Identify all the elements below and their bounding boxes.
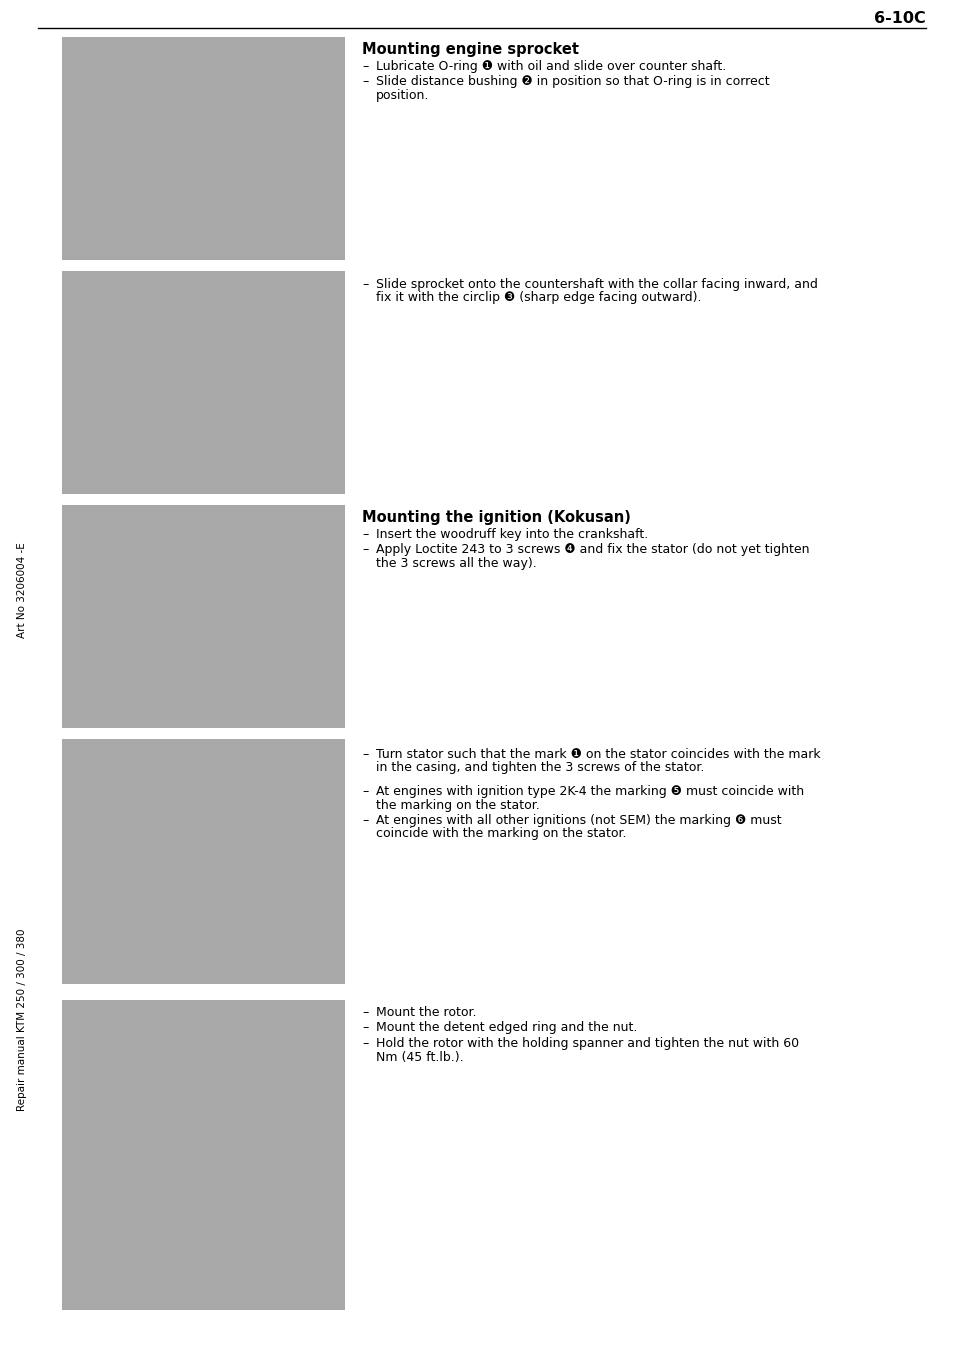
Text: Nm (45 ft.lb.).: Nm (45 ft.lb.). xyxy=(375,1051,463,1063)
Text: position.: position. xyxy=(375,89,429,101)
Text: 6-10C: 6-10C xyxy=(873,11,925,26)
Bar xyxy=(62,505,345,728)
Text: Mount the detent edged ring and the nut.: Mount the detent edged ring and the nut. xyxy=(375,1021,637,1035)
Text: Apply Loctite 243 to 3 screws ❹ and fix the stator (do not yet tighten: Apply Loctite 243 to 3 screws ❹ and fix … xyxy=(375,543,809,557)
Text: fix it with the circlip ❸ (sharp edge facing outward).: fix it with the circlip ❸ (sharp edge fa… xyxy=(375,292,700,304)
Text: Lubricate O-ring ❶ with oil and slide over counter shaft.: Lubricate O-ring ❶ with oil and slide ov… xyxy=(375,59,725,73)
Text: Art No 3206004 -E: Art No 3206004 -E xyxy=(17,542,27,638)
Text: Slide sprocket onto the countershaft with the collar facing inward, and: Slide sprocket onto the countershaft wit… xyxy=(375,278,817,290)
Text: Mount the rotor.: Mount the rotor. xyxy=(375,1006,476,1019)
Bar xyxy=(62,272,345,494)
Text: –: – xyxy=(361,1021,368,1035)
Text: –: – xyxy=(361,543,368,557)
Bar xyxy=(62,739,345,984)
Text: Turn stator such that the mark ❶ on the stator coincides with the mark: Turn stator such that the mark ❶ on the … xyxy=(375,748,820,761)
Text: At engines with ignition type 2K-4 the marking ❺ must coincide with: At engines with ignition type 2K-4 the m… xyxy=(375,785,803,798)
Text: At engines with all other ignitions (not SEM) the marking ❻ must: At engines with all other ignitions (not… xyxy=(375,815,781,827)
Bar xyxy=(62,1000,345,1310)
Bar xyxy=(62,36,345,259)
Text: –: – xyxy=(361,59,368,73)
Text: Hold the rotor with the holding spanner and tighten the nut with 60: Hold the rotor with the holding spanner … xyxy=(375,1038,799,1050)
Text: coincide with the marking on the stator.: coincide with the marking on the stator. xyxy=(375,828,626,840)
Text: –: – xyxy=(361,785,368,798)
Text: the marking on the stator.: the marking on the stator. xyxy=(375,798,539,812)
Text: Slide distance bushing ❷ in position so that O-ring is in correct: Slide distance bushing ❷ in position so … xyxy=(375,76,769,89)
Text: –: – xyxy=(361,815,368,827)
Text: the 3 screws all the way).: the 3 screws all the way). xyxy=(375,557,537,570)
Text: in the casing, and tighten the 3 screws of the stator.: in the casing, and tighten the 3 screws … xyxy=(375,762,703,774)
Text: Repair manual KTM 250 / 300 / 380: Repair manual KTM 250 / 300 / 380 xyxy=(17,928,27,1112)
Text: –: – xyxy=(361,528,368,540)
Text: –: – xyxy=(361,748,368,761)
Text: –: – xyxy=(361,1006,368,1019)
Text: –: – xyxy=(361,76,368,89)
Text: –: – xyxy=(361,1038,368,1050)
Text: Insert the woodruff key into the crankshaft.: Insert the woodruff key into the cranksh… xyxy=(375,528,648,540)
Text: Mounting engine sprocket: Mounting engine sprocket xyxy=(361,42,578,57)
Text: Mounting the ignition (Kokusan): Mounting the ignition (Kokusan) xyxy=(361,509,630,526)
Text: –: – xyxy=(361,278,368,290)
